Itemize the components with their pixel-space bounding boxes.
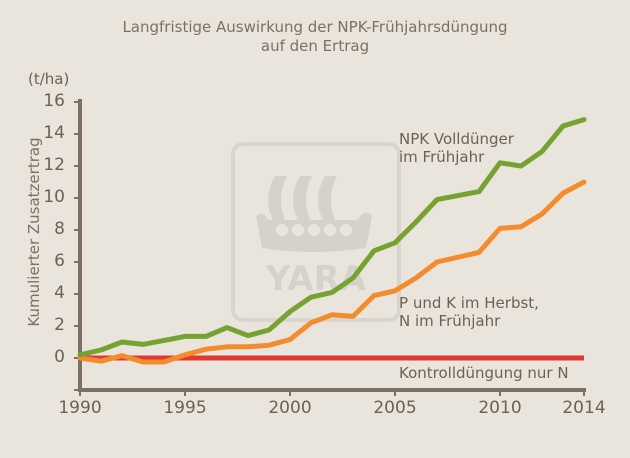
chart-title-line1: Langfristige Auswirkung der NPK-Frühjahr… bbox=[122, 18, 508, 36]
y-tick-label: 8 bbox=[54, 219, 65, 239]
y-tick-label: 0 bbox=[54, 347, 65, 367]
x-tick-label: 2010 bbox=[478, 398, 522, 418]
pk-label-line1: P und K im Herbst, bbox=[399, 294, 539, 312]
pk-series-label: P und K im Herbst, N im Frühjahr bbox=[399, 294, 539, 330]
npk-series-line bbox=[77, 117, 587, 358]
npk-label-line1: NPK Volldünger bbox=[399, 130, 514, 148]
y-tick-label: 14 bbox=[43, 123, 65, 143]
control-series-label: Kontrolldüngung nur N bbox=[399, 364, 569, 382]
y-tick-label: 6 bbox=[54, 251, 65, 271]
y-tick-label: 16 bbox=[43, 91, 65, 111]
chart-title-line2: auf den Ertrag bbox=[260, 37, 370, 55]
y-tick-label: 10 bbox=[43, 187, 65, 207]
axes bbox=[78, 99, 586, 392]
npk-series-label: NPK Volldünger im Frühjahr bbox=[399, 130, 514, 166]
x-tick-label: 2005 bbox=[373, 398, 417, 418]
y-unit-label: (t/ha) bbox=[28, 70, 70, 88]
npk-label-line2: im Frühjahr bbox=[399, 148, 485, 166]
x-tick-label: 2000 bbox=[268, 398, 312, 418]
y-tick-label: 12 bbox=[43, 155, 65, 175]
y-tick-label: 4 bbox=[54, 283, 65, 303]
y-tick-label: 2 bbox=[54, 315, 65, 335]
pk-series-line bbox=[77, 179, 587, 365]
x-tick-label: 1995 bbox=[163, 398, 207, 418]
x-tick-label: 1990 bbox=[58, 398, 102, 418]
x-tick-marks bbox=[79, 390, 585, 396]
pk-label-line2: N im Frühjahr bbox=[399, 312, 501, 330]
x-tick-label: 2014 bbox=[562, 398, 606, 418]
yara-watermark: YARA bbox=[231, 142, 401, 322]
